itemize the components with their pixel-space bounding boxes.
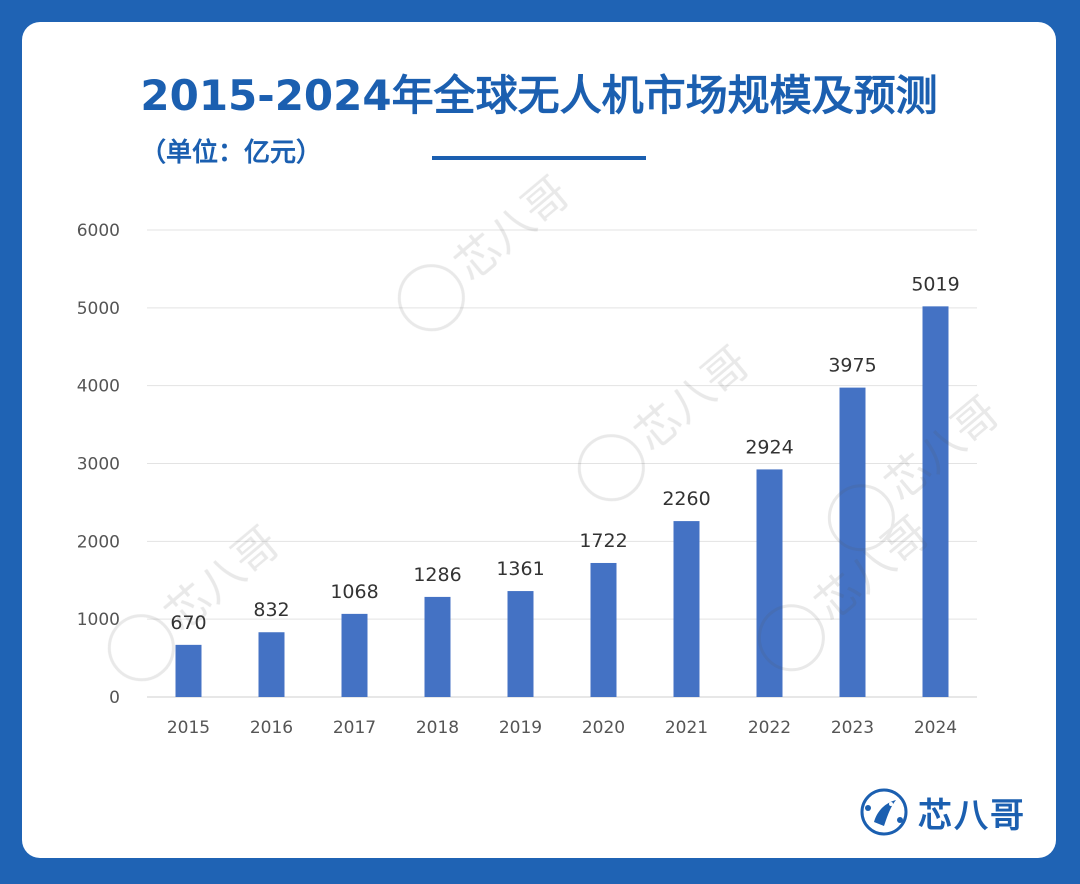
x-tick-label: 2018 <box>416 718 459 738</box>
bar <box>922 306 949 697</box>
x-tick-label: 2021 <box>665 718 708 738</box>
svg-text:芯八哥: 芯八哥 <box>155 517 289 641</box>
y-tick-label: 3000 <box>77 455 120 475</box>
y-tick-label: 1000 <box>77 610 120 630</box>
brand-name: 芯八哥 <box>918 795 1026 836</box>
chart-card: 2015-2024年全球无人机市场规模及预测 （单位：亿元） 0 1000 2000… <box>22 22 1056 858</box>
title-underline <box>432 156 646 160</box>
y-tick-label: 0 <box>109 688 120 708</box>
data-label: 2924 <box>745 436 793 458</box>
x-tick-label: 2022 <box>748 718 791 738</box>
data-label: 1361 <box>496 558 544 580</box>
data-label: 3975 <box>828 355 876 377</box>
y-tick-label: 6000 <box>77 221 120 241</box>
data-labels: 670 832 1068 1286 1361 1722 2260 2924 3975 5019 <box>170 273 959 633</box>
svg-text:芯八哥: 芯八哥 <box>445 167 579 291</box>
x-tick-label: 2020 <box>582 718 625 738</box>
x-tick-label: 2015 <box>167 718 210 738</box>
bar <box>590 562 617 697</box>
bar <box>507 591 534 697</box>
bar <box>424 596 451 697</box>
data-label: 832 <box>253 599 289 621</box>
svg-text:芯八哥: 芯八哥 <box>805 507 939 631</box>
chart-title-wrap: 2015-2024年全球无人机市场规模及预测 <box>22 62 1056 123</box>
x-tick-label: 2024 <box>914 718 957 738</box>
bar <box>673 521 700 697</box>
grid-lines <box>147 229 977 698</box>
data-label: 5019 <box>911 273 959 295</box>
unit-label: （单位：亿元） <box>140 138 323 168</box>
x-axis-ticks: 2015 2016 2017 2018 2019 2020 2021 2022 2023 2024 <box>167 718 957 738</box>
data-label: 2260 <box>662 488 710 510</box>
x-tick-label: 2023 <box>831 718 874 738</box>
y-tick-label: 4000 <box>77 377 120 397</box>
y-axis-ticks: 0 1000 2000 3000 4000 5000 6000 <box>77 221 120 708</box>
bars <box>175 306 949 697</box>
svg-text:芯八哥: 芯八哥 <box>625 337 759 461</box>
bar <box>756 469 783 697</box>
y-tick-label: 5000 <box>77 299 120 319</box>
data-label: 670 <box>170 612 206 634</box>
data-label: 1068 <box>330 581 378 603</box>
bar <box>839 387 866 697</box>
x-tick-label: 2016 <box>250 718 293 738</box>
watermark: 芯八哥 <box>577 337 759 502</box>
bar <box>341 613 368 697</box>
x-tick-label: 2017 <box>333 718 376 738</box>
data-label: 1286 <box>413 564 461 586</box>
kingfisher-icon <box>860 788 908 836</box>
bar <box>175 644 202 697</box>
watermark: 芯八哥 <box>397 167 579 332</box>
bar-chart: 0 1000 2000 3000 4000 5000 6000 670 832 1068 1286… <box>77 167 1009 738</box>
bar <box>258 632 285 697</box>
x-tick-label: 2019 <box>499 718 542 738</box>
chart-title: 2015-2024年全球无人机市场规模及预测 <box>140 71 938 120</box>
y-tick-label: 2000 <box>77 532 120 552</box>
brand-logo: 芯八哥 <box>858 786 1026 838</box>
data-label: 1722 <box>579 530 627 552</box>
